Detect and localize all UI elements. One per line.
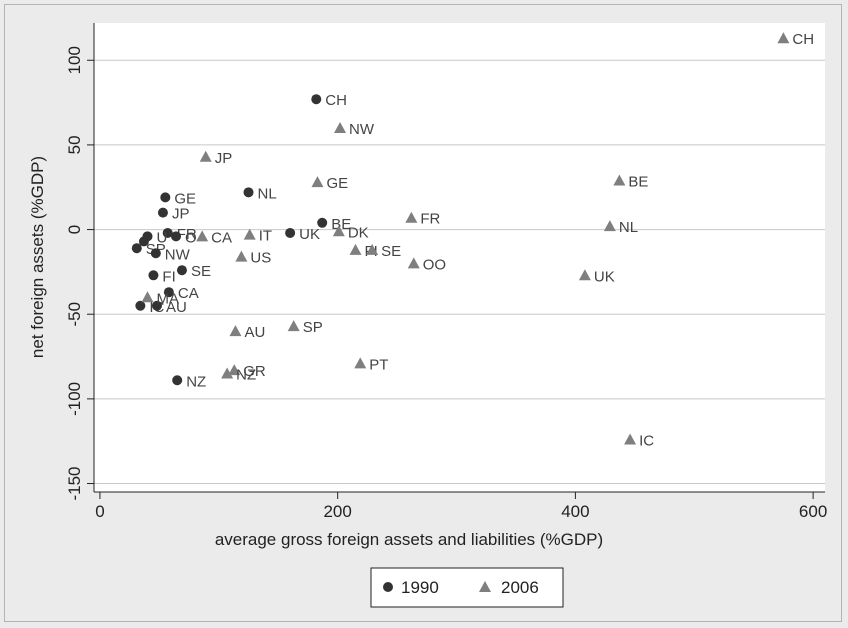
point-label: NL [619, 219, 638, 236]
point-1990 [135, 300, 146, 311]
point-2006 [243, 228, 256, 240]
point-1990 [151, 300, 162, 311]
point-label: IT [259, 228, 272, 245]
point-label: MA [156, 290, 179, 307]
grid-lines [94, 59, 825, 485]
x-axis-label: average gross foreign assets and liabili… [215, 530, 603, 549]
point-1990 [157, 207, 168, 218]
point-1990 [171, 231, 182, 242]
point-label: CA [211, 229, 232, 246]
point-label: US [250, 250, 271, 267]
y-tick-label: -150 [65, 467, 84, 501]
point-1990 [138, 236, 149, 247]
axes: -150 -100 -50 0 50 100 0 200 400 600 [65, 23, 827, 521]
point-label: GE [174, 190, 196, 207]
point-label: DK [348, 224, 369, 241]
point-1990 [176, 265, 187, 276]
point-label: BE [331, 216, 351, 233]
legend-label-2006: 2006 [501, 578, 539, 597]
point-2006 [141, 291, 154, 303]
point-2006 [334, 121, 347, 133]
point-label: AU [166, 299, 187, 316]
y-axis-label: net foreign assets (%GDP) [28, 156, 47, 358]
point-2006 [407, 257, 420, 269]
point-label: NW [349, 121, 375, 138]
data-marks: CHNLGEJPBEUKFROUSPNWFISECAICAUNZCHNWJPGE… [131, 31, 814, 450]
point-label: NL [258, 185, 277, 202]
legend-box [370, 567, 564, 608]
point-2006 [354, 357, 367, 369]
point-2006 [332, 225, 345, 237]
point-label: O [185, 229, 197, 246]
point-1990 [150, 248, 161, 259]
point-2006 [311, 176, 324, 188]
point-label: NZ [186, 373, 206, 390]
legend-marker-2006 [479, 581, 491, 592]
point-label: JP [172, 206, 190, 223]
point-2006 [199, 150, 212, 162]
y-tick-label: 50 [65, 135, 84, 154]
legend-marker-1990 [383, 582, 393, 592]
point-2006 [221, 367, 234, 379]
point-label: SE [381, 243, 401, 260]
point-label: U [156, 229, 167, 246]
point-label: SE [191, 263, 211, 280]
point-label: FI [162, 268, 175, 285]
x-tick-label: 0 [95, 502, 104, 521]
point-label: AU [244, 324, 265, 341]
point-2006 [349, 243, 362, 255]
point-2006 [366, 243, 379, 255]
point-label: UK [594, 268, 615, 285]
point-1990 [311, 94, 322, 105]
x-tick-label: 200 [323, 502, 351, 521]
y-tick-label: -50 [65, 302, 84, 327]
x-tick-label: 600 [799, 502, 827, 521]
point-label: FR [420, 211, 440, 228]
y-tick-label: 100 [65, 46, 84, 74]
point-label: GR [243, 363, 266, 380]
y-tick-label: -100 [65, 382, 84, 416]
point-1990 [162, 227, 173, 238]
point-2006 [196, 230, 209, 242]
point-1990 [243, 187, 254, 198]
point-label: OO [423, 256, 446, 273]
point-label: CH [792, 31, 814, 48]
point-1990 [148, 270, 159, 281]
point-2006 [777, 32, 790, 44]
point-2006 [405, 211, 418, 223]
point-label: GE [326, 175, 348, 192]
point-2006 [578, 269, 591, 281]
y-tick-label: 0 [65, 225, 84, 234]
point-label: SP [303, 319, 323, 336]
point-label: PT [369, 356, 388, 373]
point-label: NZ [236, 366, 256, 383]
point-2006 [603, 220, 616, 232]
point-2006 [287, 320, 300, 332]
point-label: FR [177, 226, 197, 243]
point-label: UK [299, 226, 320, 243]
point-label: JP [215, 150, 233, 167]
point-1990 [172, 375, 183, 386]
point-label: IC [639, 433, 654, 450]
legend: 1990 2006 [370, 567, 564, 608]
point-2006 [228, 364, 241, 376]
point-1990 [131, 243, 142, 254]
point-1990 [285, 227, 296, 238]
point-1990 [160, 192, 171, 203]
point-2006 [229, 325, 242, 337]
point-label: BE [628, 173, 648, 190]
legend-label-1990: 1990 [401, 578, 439, 597]
plot-area [94, 23, 825, 492]
point-label: NW [165, 246, 191, 263]
point-label: CH [325, 92, 347, 109]
point-2006 [624, 433, 637, 445]
point-2006 [235, 250, 248, 262]
x-tick-label: 400 [561, 502, 589, 521]
chart-frame: -150 -100 -50 0 50 100 0 200 400 600 CH NL GE JP BE UK… [4, 4, 842, 622]
point-2006 [613, 174, 626, 186]
point-1990 [317, 217, 328, 228]
point-1990 [163, 287, 174, 298]
point-label: CA [178, 285, 199, 302]
